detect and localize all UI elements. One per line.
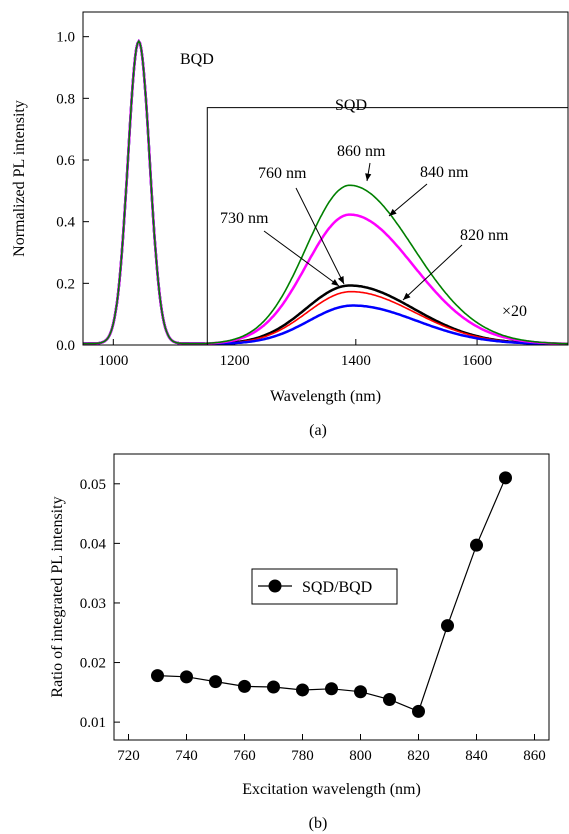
data-point — [325, 682, 338, 696]
arrow-840nm-head — [389, 208, 397, 216]
panel-b-frame — [113, 453, 550, 741]
panel-b-legend: SQD/BQD — [251, 568, 398, 605]
panel-a-inset-box — [206, 107, 568, 345]
data-point — [383, 692, 396, 706]
label-760nm: 760 nm — [258, 165, 307, 182]
scale-label: ×20 — [502, 303, 527, 320]
data-point — [441, 619, 454, 633]
sqd-label: SQD — [335, 97, 367, 114]
panel-b-ylabel: Ratio of integrated PL intensity — [49, 496, 66, 697]
y-tick-label: 0.03 — [80, 596, 106, 612]
panel-b-chart: 720 740 760 780 800 820 840 860 0.01 0.02 0.03 0.04… — [49, 453, 550, 832]
data-point — [499, 471, 512, 485]
legend-label: SQD/BQD — [302, 579, 372, 596]
x-tick-label: 720 — [117, 748, 140, 764]
panel-a-annotations: BQD SQD ×20 860 nm 840 nm 760 nm 730 nm 820 nm — [180, 51, 527, 320]
panel-a-series — [83, 38, 568, 346]
x-tick-label: 1000 — [98, 353, 128, 369]
y-tick-label: 1.0 — [56, 30, 75, 46]
label-820nm: 820 nm — [460, 227, 509, 244]
arrow-730nm — [263, 230, 340, 287]
arrow-820nm — [402, 244, 463, 301]
y-tick-label: 0.0 — [56, 338, 75, 354]
y-tick-label: 0.01 — [80, 715, 106, 731]
series-730nm — [83, 38, 568, 346]
arrow-840nm — [388, 183, 428, 217]
series-760nm — [83, 39, 568, 345]
y-tick-label: 0.02 — [80, 656, 106, 672]
inset-frame — [206, 107, 568, 345]
data-point — [180, 670, 193, 684]
data-point — [238, 679, 251, 693]
panel-a-frame — [82, 11, 569, 346]
label-730nm: 730 nm — [220, 210, 269, 227]
arrow-860nm-head — [365, 173, 372, 181]
panel-b-ticks: 720 740 760 780 800 820 840 860 0.01 0.02 0.03 0.04… — [80, 477, 546, 764]
data-point — [354, 685, 367, 699]
series-860nm — [83, 39, 568, 345]
arrow-760nm-head — [337, 276, 344, 284]
x-tick-label: 760 — [233, 748, 256, 764]
panel-b-series — [151, 471, 512, 718]
x-tick-label: 1200 — [220, 353, 250, 369]
x-tick-label: 800 — [349, 748, 372, 764]
panel-a-label: (a) — [309, 422, 327, 439]
legend-marker — [268, 579, 282, 593]
y-tick-label: 0.04 — [80, 536, 107, 552]
x-tick-label: 780 — [291, 748, 314, 764]
data-point — [267, 680, 280, 694]
panel-a-ylabel: Normalized PL intensity — [11, 100, 28, 257]
label-840nm: 840 nm — [420, 164, 469, 181]
y-tick-label: 0.2 — [56, 276, 75, 292]
x-tick-label: 1600 — [462, 353, 492, 369]
label-860nm: 860 nm — [337, 143, 386, 160]
series-840nm — [83, 38, 568, 345]
panel-b-xlabel: Excitation wavelength (nm) — [242, 781, 421, 798]
x-tick-label: 860 — [523, 748, 546, 764]
x-tick-label: 740 — [175, 748, 198, 764]
x-tick-label: 1400 — [341, 353, 371, 369]
data-point — [209, 675, 222, 689]
arrow-760nm — [295, 187, 345, 285]
panel-b-label: (b) — [309, 815, 328, 832]
arrow-730nm-head — [331, 279, 339, 286]
data-point — [412, 704, 425, 718]
y-tick-label: 0.4 — [56, 215, 75, 231]
legend-box — [251, 568, 398, 605]
data-point — [151, 669, 164, 683]
panel-a-chart: 1000 1200 1400 1600 0.0 0.2 0.4 0.6 0.8 1.0 BQD SQ… — [11, 11, 569, 439]
x-tick-label: 820 — [407, 748, 430, 764]
data-point — [470, 538, 483, 552]
y-tick-label: 0.6 — [56, 153, 75, 169]
bqd-label: BQD — [180, 51, 214, 68]
y-tick-label: 0.05 — [80, 477, 106, 493]
panel-a-ticks: 1000 1200 1400 1600 0.0 0.2 0.4 0.6 0.8 1.0 — [56, 30, 492, 369]
panel-a-xlabel: Wavelength (nm) — [270, 388, 381, 405]
y-tick-label: 0.8 — [56, 91, 75, 107]
series-820nm — [83, 38, 568, 346]
arrow-820nm-head — [403, 292, 411, 300]
data-point — [296, 683, 309, 697]
x-tick-label: 840 — [465, 748, 488, 764]
